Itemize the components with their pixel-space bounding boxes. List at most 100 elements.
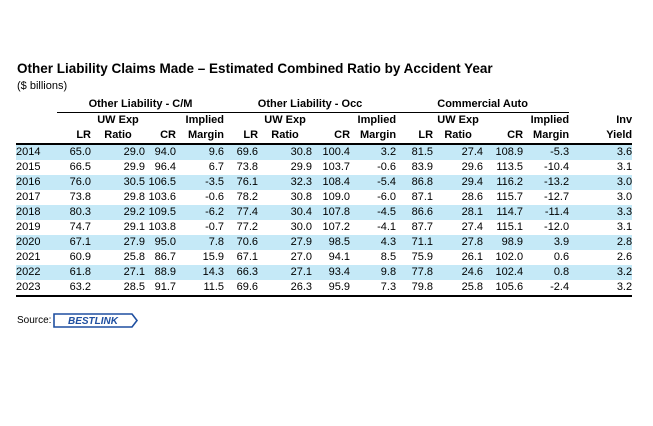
column-header-row-bottom: LR Ratio CR Margin LR Ratio CR Margin LR… [16, 128, 633, 145]
table-cell: 14.3 [176, 265, 225, 280]
row-year: 2015 [16, 161, 41, 173]
table-cell: 28.5 [91, 280, 145, 297]
col-ratio: Ratio [433, 128, 484, 145]
table-cell: -13.2 [523, 175, 570, 190]
table-row: 2020 67.1 27.9 95.0 7.8 70.6 27.9 98.5 4.3 71.1 27… [16, 235, 633, 250]
table-cell: 27.4 [461, 221, 484, 233]
table-cell: -12.7 [544, 191, 570, 203]
col-cr: CR [145, 128, 176, 145]
table-cell: 83.9 [411, 161, 434, 173]
table-cell: 100.4 [312, 144, 351, 160]
col-uw-exp: UW Exp [264, 114, 306, 126]
table-cell: 66.3 [224, 265, 259, 280]
table-cell: -6.0 [377, 191, 397, 203]
table-cell: 30.0 [290, 221, 313, 233]
table-cell: 108.4 [312, 175, 351, 190]
table-cell: 102.4 [483, 265, 524, 280]
table-cell: 3.3 [569, 205, 633, 220]
row-year: 2022 [16, 265, 57, 280]
table-cell: 74.7 [69, 221, 91, 233]
table-cell: 115.1 [496, 221, 524, 233]
table-cell: -4.5 [350, 205, 397, 220]
table-cell: 15.9 [202, 251, 225, 263]
table-cell: -0.6 [377, 161, 397, 173]
table-cell: 73.8 [69, 191, 91, 203]
row-year: 2020 [16, 235, 57, 250]
table-cell: 88.9 [145, 265, 176, 280]
table-cell: 6.7 [208, 161, 225, 173]
table-cell: 98.5 [312, 235, 351, 250]
table-cell: 76.1 [224, 175, 259, 190]
table-cell: 65.0 [57, 144, 91, 160]
table-cell: 109.0 [322, 191, 351, 203]
group-header-oth-liab-cm: Other Liability - C/M [57, 97, 225, 113]
col-uw-exp: UW Exp [437, 114, 479, 126]
table-cell: -0.6 [205, 191, 225, 203]
table-cell: 3.2 [569, 265, 633, 280]
table-cell: 29.1 [123, 221, 145, 233]
table-cell: 29.4 [433, 175, 484, 190]
table-row: 2014 65.0 29.0 94.0 9.6 69.6 30.8 100.4 3.2 81.5 2… [16, 144, 633, 160]
table-cell: 27.1 [258, 265, 313, 280]
table-cell: 87.7 [411, 221, 434, 233]
table-cell: -6.2 [176, 205, 225, 220]
table-row: 2022 61.8 27.1 88.9 14.3 66.3 27.1 93.4 9.8 77.8 2… [16, 265, 633, 280]
table-cell: 30.4 [258, 205, 313, 220]
table-cell: 94.1 [328, 251, 351, 263]
table-cell: 3.9 [523, 235, 570, 250]
row-year: 2018 [16, 205, 57, 220]
table-cell: 91.7 [145, 280, 176, 297]
table-cell: 0.8 [523, 265, 570, 280]
table-cell: 96.4 [154, 161, 176, 173]
table-cell: 73.8 [236, 161, 259, 173]
table-row: 2015 66.5 29.9 96.4 6.7 73.8 29.9 103.7 -0.6 83.9… [16, 160, 632, 175]
table-cell: -10.4 [544, 161, 570, 173]
column-header-row-top: UW Exp Implied UW Exp Implied UW Exp Imp… [16, 113, 632, 129]
row-year: 2023 [16, 280, 57, 297]
col-margin: Margin [523, 128, 570, 145]
table-cell: 95.9 [312, 280, 351, 297]
table-cell: 30.8 [258, 144, 313, 160]
table-cell: 24.6 [433, 265, 484, 280]
table-cell: 77.8 [396, 265, 434, 280]
table-cell: 109.5 [145, 205, 176, 220]
table-cell: -3.5 [176, 175, 225, 190]
table-cell: -5.4 [350, 175, 397, 190]
table-cell: 3.6 [569, 144, 633, 160]
col-cr: CR [312, 128, 351, 145]
table-cell: 115.7 [496, 191, 524, 203]
col-implied: Implied [357, 114, 397, 126]
group-header-commercial-auto: Commercial Auto [396, 97, 570, 113]
table-cell: -11.4 [523, 205, 570, 220]
table-cell: 26.3 [258, 280, 313, 297]
table-cell: 26.1 [461, 251, 484, 263]
table-cell: 29.0 [91, 144, 145, 160]
table-cell: 105.6 [483, 280, 524, 297]
col-implied: Implied [185, 114, 225, 126]
col-margin: Margin [350, 128, 397, 145]
table-row: 2016 76.0 30.5 106.5 -3.5 76.1 32.3 108.4 -5.4 86… [16, 175, 633, 190]
table-cell: 25.8 [123, 251, 145, 263]
col-lr: LR [396, 128, 434, 145]
table-cell: 106.5 [145, 175, 176, 190]
col-yield: Yield [569, 128, 633, 145]
source-label: Source: [17, 315, 52, 326]
table-cell: -2.4 [523, 280, 570, 297]
table-cell: 4.3 [350, 235, 397, 250]
table-row: 2017 73.8 29.8 103.6 -0.6 78.2 30.8 109.0 -6.0 87… [16, 190, 632, 205]
table-cell: 69.6 [224, 144, 259, 160]
table-cell: 29.9 [290, 161, 313, 173]
table-cell: 70.6 [224, 235, 259, 250]
col-cr: CR [483, 128, 524, 145]
table-cell: 75.9 [411, 251, 434, 263]
table-cell: 60.9 [69, 251, 91, 263]
table-cell: 3.0 [616, 191, 633, 203]
table-cell: -12.0 [544, 221, 570, 233]
table-cell: 3.2 [350, 144, 397, 160]
table-cell: 94.0 [145, 144, 176, 160]
table-cell: 7.8 [176, 235, 225, 250]
table-cell: 28.1 [433, 205, 484, 220]
table-row: 2019 74.7 29.1 103.8 -0.7 77.2 30.0 107.2 -4.1 87… [16, 220, 632, 235]
year-group-spacer [16, 97, 57, 113]
table-cell: -5.3 [523, 144, 570, 160]
